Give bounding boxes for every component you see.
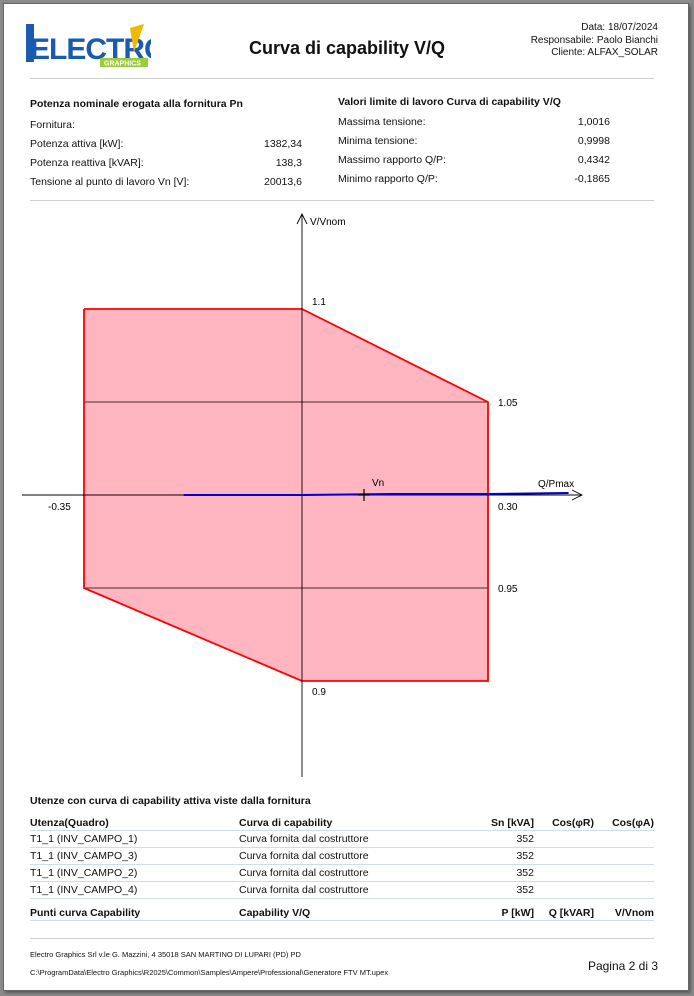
document-title: Curva di capability V/Q (248, 38, 446, 58)
cell-sn: 352 (516, 884, 534, 896)
tick-label-x-min: -0.35 (48, 502, 71, 513)
column-header-utenza: Utenza(Quadro) (30, 817, 109, 829)
report-page: ELECTRO GRAPHICS Curva di capability V/Q… (3, 3, 689, 991)
electro-graphics-logo: ELECTRO GRAPHICS (26, 24, 151, 68)
y-axis-label: V/Vnom (310, 217, 346, 228)
column-header-capability: Capability V/Q (239, 907, 311, 919)
working-line (183, 492, 569, 496)
limit-value: 1,0016 (577, 116, 610, 128)
cell-curva: Curva fornita dal costruttore (239, 850, 369, 862)
cell-sn: 352 (516, 850, 534, 862)
column-header-cos-r: Cos(φR) (552, 817, 594, 829)
header-divider (30, 78, 654, 79)
tick-label-x-max: 0.30 (498, 502, 518, 513)
nominal-value: 1382,34 (264, 138, 302, 150)
cell-utenza: T1_1 (INV_CAMPO_3) (30, 850, 138, 862)
page-number: Pagina 2 di 3 (587, 959, 658, 973)
report-client: Cliente: ALFAX_SOLAR (551, 47, 658, 58)
cell-utenza: T1_1 (INV_CAMPO_4) (30, 884, 138, 896)
tick-label-y-max: 1.1 (312, 297, 326, 308)
limit-label: Minima tensione: (338, 135, 418, 147)
limit-value: -0,1865 (574, 173, 610, 185)
tick-label-y-lower: 0.95 (498, 584, 518, 595)
column-header-curva: Curva di capability (239, 817, 333, 829)
header-meta: Data: 18/07/2024 Responsabile: Paolo Bia… (531, 22, 658, 60)
footer-file-path: C:\ProgramData\Electro Graphics\R2025\Co… (30, 968, 389, 977)
users-table-title: Utenze con curva di capability attiva vi… (30, 795, 311, 807)
capability-chart: Vn V/Vnom Q/Pmax 1.1 1.05 0.95 0.9 -0.35… (22, 212, 584, 777)
cell-curva: Curva fornita dal costruttore (239, 867, 369, 879)
row-divider (30, 864, 654, 865)
x-axis-arrow (571, 489, 584, 501)
logo-sub-text: GRAPHICS (104, 61, 141, 68)
column-header-punti: Punti curva Capability (30, 907, 141, 919)
working-point-label: Vn (372, 478, 384, 489)
column-header-p: P [kW] (501, 907, 534, 919)
limit-label: Massima tensione: (338, 116, 426, 128)
cell-utenza: T1_1 (INV_CAMPO_1) (30, 833, 138, 845)
tick-label-y-upper: 1.05 (498, 398, 518, 409)
limits-title: Valori limite di lavoro Curva di capabil… (338, 96, 561, 108)
row-divider (30, 920, 654, 921)
column-header-v: V/Vnom (614, 907, 654, 919)
row-divider (30, 881, 654, 882)
row-divider (30, 847, 654, 848)
row-divider (30, 830, 654, 831)
cell-sn: 352 (516, 867, 534, 879)
section-divider (30, 200, 654, 201)
nominal-label: Potenza attiva [kW]: (30, 138, 124, 150)
row-divider (30, 898, 654, 899)
limit-label: Minimo rapporto Q/P: (338, 173, 438, 185)
limit-value: 0,9998 (577, 135, 610, 147)
cell-sn: 352 (516, 833, 534, 845)
cell-utenza: T1_1 (INV_CAMPO_2) (30, 867, 138, 879)
y-axis-arrow (296, 212, 308, 225)
report-date: Data: 18/07/2024 (581, 22, 658, 33)
footer-company: Electro Graphics Srl v.le G. Mazzini, 4 … (30, 950, 301, 959)
column-header-cos-a: Cos(φA) (612, 817, 654, 829)
cell-curva: Curva fornita dal costruttore (239, 833, 369, 845)
report-responsible: Responsabile: Paolo Bianchi (530, 34, 658, 46)
working-point-marker (358, 489, 370, 501)
footer-divider (30, 938, 654, 939)
nominal-value: 20013,6 (264, 176, 302, 188)
column-header-q: Q [kVAR] (548, 907, 594, 919)
nominal-subtitle: Fornitura: (30, 119, 75, 131)
nominal-value: 138,3 (275, 157, 302, 169)
tick-label-y-min: 0.9 (312, 687, 326, 698)
nominal-label: Potenza reattiva [kVAR]: (30, 157, 144, 169)
cell-curva: Curva fornita dal costruttore (239, 884, 369, 896)
x-axis-label: Q/Pmax (538, 479, 574, 490)
column-header-sn: Sn [kVA] (491, 817, 534, 829)
limit-label: Massimo rapporto Q/P: (338, 154, 446, 166)
nominal-label: Tensione al punto di lavoro Vn [V]: (30, 176, 190, 188)
nominal-title: Potenza nominale erogata alla fornitura … (30, 98, 243, 110)
limit-value: 0,4342 (577, 154, 610, 166)
